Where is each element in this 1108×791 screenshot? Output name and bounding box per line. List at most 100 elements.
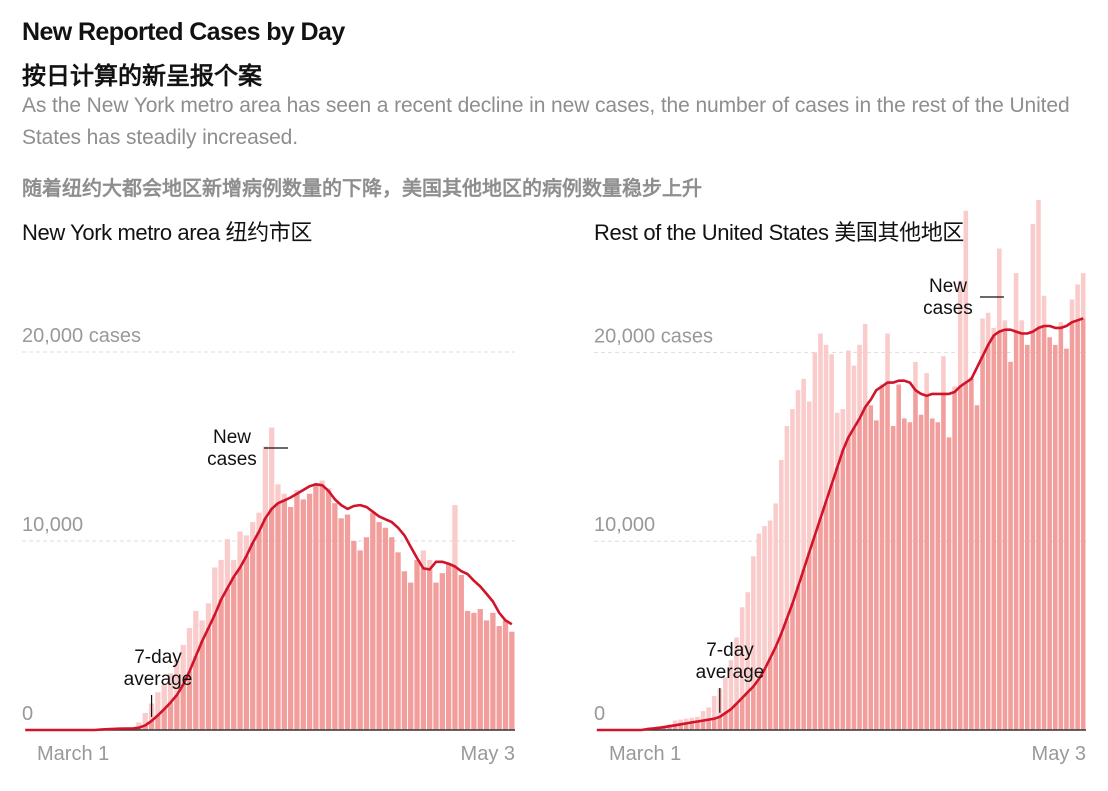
- bar: [1053, 345, 1058, 730]
- bar: [824, 502, 829, 730]
- bar: [465, 611, 470, 730]
- bar: [1025, 345, 1030, 730]
- bar-excess: [801, 379, 806, 570]
- bar: [997, 332, 1002, 730]
- bar: [947, 437, 952, 730]
- chart-title: New Reported Cases by Day: [22, 18, 345, 47]
- bar-excess: [846, 351, 851, 438]
- bar: [1014, 332, 1019, 730]
- bar-excess: [269, 428, 274, 509]
- y-tick-label: 10,000: [22, 514, 83, 536]
- bar: [376, 522, 381, 730]
- bar: [351, 541, 356, 730]
- bar: [801, 570, 806, 730]
- bar: [1075, 320, 1080, 730]
- bar-excess: [275, 484, 280, 503]
- bar: [193, 656, 198, 730]
- bar: [433, 583, 438, 730]
- bar: [459, 575, 464, 730]
- bar: [1081, 318, 1086, 730]
- annotation-average: 7-day: [134, 647, 182, 668]
- bar: [503, 620, 508, 730]
- bar-excess: [1031, 224, 1036, 332]
- bar: [218, 600, 223, 730]
- bar: [913, 390, 918, 730]
- bar: [364, 537, 369, 730]
- bar-excess: [818, 334, 823, 519]
- bar-excess: [1014, 273, 1019, 332]
- bar: [414, 560, 419, 730]
- bar: [181, 685, 186, 730]
- bar: [880, 386, 885, 730]
- bar: [952, 392, 957, 730]
- bar: [1064, 349, 1069, 730]
- bar: [991, 335, 996, 730]
- bar: [757, 679, 762, 730]
- bar-excess: [941, 356, 946, 394]
- bar-excess: [1003, 320, 1008, 329]
- bar: [790, 604, 795, 730]
- bar-excess: [924, 373, 929, 396]
- chart-subtitle-chinese: 随着纽约大都会地区新增病例数量的下降，美国其他地区的病例数量稳步上升: [22, 172, 702, 201]
- bar: [773, 647, 778, 730]
- bar: [885, 383, 890, 730]
- bar-excess: [857, 345, 862, 419]
- bar: [484, 620, 489, 730]
- annotation-new-cases: New: [213, 427, 251, 448]
- bar-excess: [1042, 296, 1047, 326]
- bar: [212, 615, 217, 730]
- bar: [326, 491, 331, 730]
- bar: [902, 418, 907, 730]
- bar: [446, 564, 451, 730]
- bar: [896, 384, 901, 730]
- bar: [1036, 328, 1041, 730]
- bar: [206, 628, 211, 730]
- bar: [980, 356, 985, 730]
- bar: [320, 485, 325, 730]
- bar: [478, 609, 483, 730]
- bar-excess: [885, 334, 890, 383]
- bar-excess: [452, 505, 457, 566]
- bar-excess: [1081, 273, 1086, 318]
- bar-excess: [1070, 300, 1075, 323]
- bar: [1031, 332, 1036, 730]
- bar: [288, 507, 293, 730]
- x-axis-end-label: May 3: [461, 743, 515, 765]
- bar: [370, 513, 375, 730]
- bar: [471, 613, 476, 730]
- bar: [332, 503, 337, 730]
- annotation-new-cases: cases: [207, 449, 257, 470]
- bar: [1070, 322, 1075, 730]
- annotation-average: 7-day: [706, 640, 754, 661]
- rest-of-us-panel-title: Rest of the United States 美国其他地区: [594, 215, 964, 247]
- bar-excess: [225, 539, 230, 588]
- bar-excess: [852, 366, 857, 428]
- bar: [818, 519, 823, 730]
- bar: [250, 543, 255, 730]
- bar: [174, 695, 179, 730]
- bar: [852, 428, 857, 730]
- bar: [256, 532, 261, 730]
- bar: [718, 717, 723, 730]
- bar: [986, 345, 991, 730]
- bar: [339, 518, 344, 730]
- bar: [294, 494, 299, 730]
- bar: [891, 426, 896, 730]
- bar: [863, 407, 868, 730]
- bar-excess: [813, 352, 818, 535]
- bar: [958, 386, 963, 730]
- bar-excess: [768, 520, 773, 658]
- bar: [275, 503, 280, 730]
- bar: [440, 573, 445, 730]
- bar: [813, 536, 818, 730]
- bar: [237, 567, 242, 730]
- bar-excess: [762, 526, 767, 669]
- bar: [796, 587, 801, 730]
- bar: [490, 613, 495, 730]
- bar: [1019, 334, 1024, 730]
- bar-excess: [790, 409, 795, 603]
- bar: [452, 567, 457, 730]
